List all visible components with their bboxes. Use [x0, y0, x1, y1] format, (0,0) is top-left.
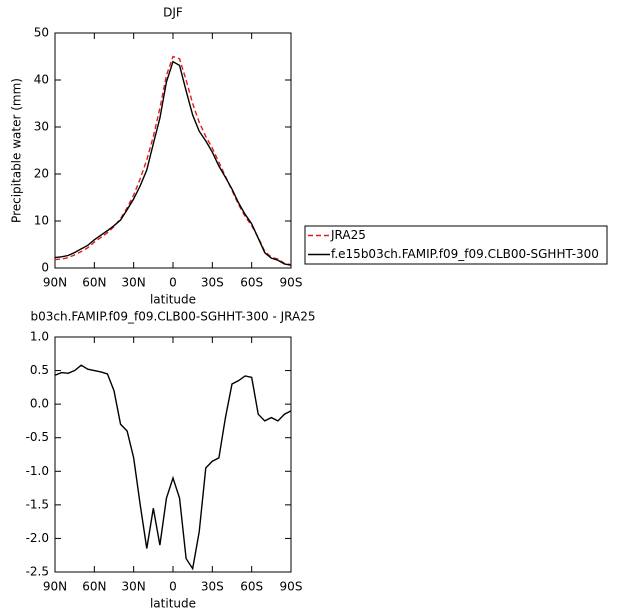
legend-label: JRA25	[330, 228, 366, 242]
data-line	[54, 60, 292, 266]
y-tick-label: -2.0	[26, 531, 49, 545]
y-tick-label: 40	[34, 73, 49, 87]
y-tick-label: 30	[34, 120, 49, 134]
y-axis-label: Precipitable water (mm)	[10, 78, 24, 223]
x-tick-label: 0	[169, 580, 177, 594]
y-tick-label: 20	[34, 167, 49, 181]
legend-box	[304, 225, 608, 265]
x-tick-label: 30N	[122, 276, 146, 290]
x-tick-label: 90S	[280, 580, 303, 594]
x-tick-label: 60S	[240, 580, 263, 594]
x-tick-label: 60S	[240, 276, 263, 290]
y-tick-label: 0.5	[30, 363, 49, 377]
chart-title: DJF	[163, 6, 183, 20]
x-tick-label: 90S	[280, 276, 303, 290]
data-line	[54, 55, 292, 266]
x-tick-label: 90N	[43, 276, 67, 290]
y-tick-label: -0.5	[26, 430, 49, 444]
x-axis-label: latitude	[150, 293, 196, 307]
data-line	[54, 364, 292, 571]
plot-frame	[54, 32, 292, 269]
y-tick-label: 50	[34, 26, 49, 40]
y-tick-label: -1.0	[26, 464, 49, 478]
chart-title: b03ch.FAMIP.f09_f09.CLB00-SGHHT-300 - JR…	[31, 310, 316, 324]
x-tick-label: 30S	[201, 276, 224, 290]
x-tick-label: 90N	[43, 580, 67, 594]
y-tick-label: -1.5	[26, 497, 49, 511]
y-tick-label: 1.0	[30, 330, 49, 344]
y-tick-label: -2.5	[26, 565, 49, 579]
x-tick-label: 30N	[122, 580, 146, 594]
y-tick-label: 0	[41, 261, 49, 275]
x-axis-label: latitude	[150, 597, 196, 611]
y-tick-label: 0.0	[30, 397, 49, 411]
x-tick-label: 60N	[82, 580, 106, 594]
x-tick-label: 60N	[82, 276, 106, 290]
legend-label: f.e15b03ch.FAMIP.f09_f09.CLB00-SGHHT-300	[331, 247, 599, 261]
x-tick-label: 30S	[201, 580, 224, 594]
x-tick-label: 0	[169, 276, 177, 290]
plot-frame	[54, 336, 292, 573]
y-tick-label: 10	[34, 214, 49, 228]
